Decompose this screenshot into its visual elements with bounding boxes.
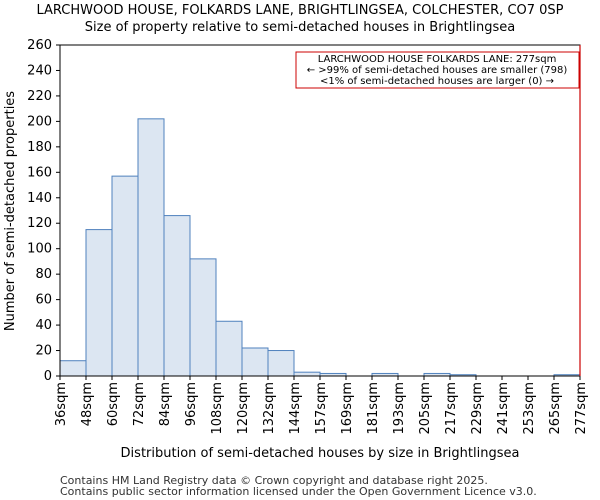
annotation-line-2: ← >99% of semi-detached houses are small… (307, 65, 568, 76)
x-tick-label: 48sqm (80, 382, 95, 426)
x-tick-label: 253sqm (522, 382, 537, 435)
y-tick-label: 220 (27, 89, 52, 104)
x-tick-label: 181sqm (366, 382, 381, 435)
annotation-line-3: <1% of semi-detached houses are larger (… (320, 76, 554, 87)
x-tick-label: 169sqm (340, 382, 355, 435)
annotation-line-1: LARCHWOOD HOUSE FOLKARDS LANE: 277sqm (318, 54, 557, 65)
y-tick-label: 140 (27, 191, 52, 206)
y-tick-label: 20 (35, 344, 52, 359)
x-tick-label: 60sqm (106, 382, 121, 426)
x-tick-label: 193sqm (392, 382, 407, 435)
x-tick-label: 72sqm (132, 382, 147, 426)
x-tick-label: 205sqm (418, 382, 433, 435)
y-tick-label: 60 (35, 293, 52, 308)
bar (137, 118, 165, 377)
y-tick-label: 180 (27, 140, 52, 155)
x-tick-label: 132sqm (262, 382, 277, 435)
y-tick-label: 240 (27, 63, 52, 78)
x-tick-label: 144sqm (288, 382, 303, 435)
x-axis-ticks: 36sqm 48sqm 60sqm 72sqm 84sqm 96sqm 108sqm 120s… (54, 376, 589, 435)
y-tick-label: 100 (27, 242, 52, 257)
bar (189, 258, 217, 377)
bar (215, 320, 243, 377)
x-tick-label: 120sqm (236, 382, 251, 435)
bar (241, 347, 269, 377)
chart-title: LARCHWOOD HOUSE, FOLKARDS LANE, BRIGHTLI… (36, 3, 563, 18)
annotation-box: LARCHWOOD HOUSE FOLKARDS LANE: 277sqm ← … (295, 51, 580, 89)
y-tick-label: 0 (44, 369, 52, 384)
bar (267, 350, 295, 377)
footer-line-2: Contains public sector information licen… (60, 485, 537, 498)
bar (59, 360, 87, 377)
bar (111, 175, 139, 377)
y-tick-label: 200 (27, 114, 52, 129)
x-tick-label: 277sqm (574, 382, 589, 435)
annotation-frame (295, 51, 580, 89)
y-tick-label: 160 (27, 165, 52, 180)
y-tick-label: 80 (35, 267, 52, 282)
x-tick-label: 217sqm (444, 382, 459, 435)
chart-subtitle: Size of property relative to semi-detach… (85, 20, 515, 35)
y-axis-ticks: 0 20 40 60 80 100 120 140 160 180 200 220 240 260 (27, 38, 60, 384)
footer-line-1: Contains HM Land Registry data © Crown c… (60, 474, 488, 487)
x-tick-label: 229sqm (470, 382, 485, 435)
x-tick-label: 96sqm (184, 382, 199, 426)
bar (85, 229, 113, 377)
bars (59, 118, 581, 377)
x-tick-label: 108sqm (210, 382, 225, 435)
x-tick-label: 157sqm (314, 382, 329, 435)
y-tick-label: 260 (27, 38, 52, 53)
x-tick-label: 84sqm (158, 382, 173, 426)
x-axis-label: Distribution of semi-detached houses by … (121, 446, 520, 461)
x-tick-label: 265sqm (548, 382, 563, 435)
bar (163, 215, 191, 377)
y-axis-label: Number of semi-detached properties (3, 91, 18, 331)
x-tick-label: 36sqm (54, 382, 69, 426)
bar (293, 371, 321, 377)
y-tick-label: 120 (27, 216, 52, 231)
y-tick-label: 40 (35, 318, 52, 333)
x-tick-label: 241sqm (496, 382, 511, 435)
